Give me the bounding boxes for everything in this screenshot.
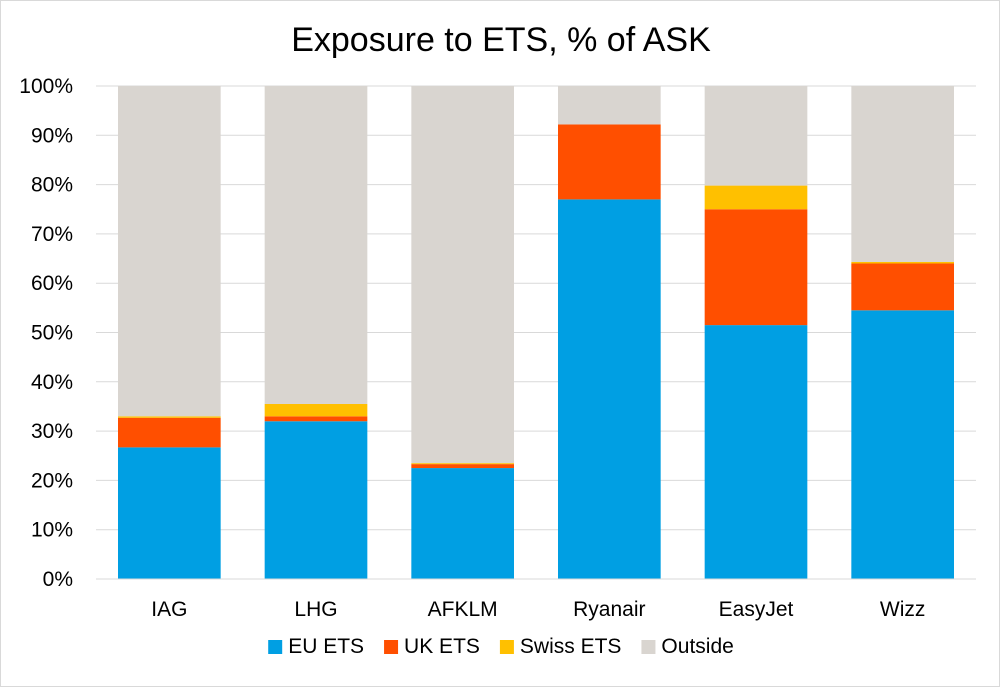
y-tick-label: 60% [31, 272, 73, 295]
bar-uk-ets-ryanair [558, 124, 661, 200]
bar-uk-ets-lhg [264, 416, 368, 422]
bar-eu-ets-lhg [264, 421, 368, 579]
bar-outside-easyjet [704, 86, 808, 186]
y-tick-label: 90% [31, 124, 73, 147]
bar-outside-iag [118, 86, 221, 417]
legend-swatch-eu-ets [268, 640, 283, 654]
bar-outside-wizz [851, 86, 954, 263]
y-tick-label: 10% [31, 519, 73, 542]
x-tick-label: Wizz [880, 598, 926, 621]
legend: EU ETS UK ETS Swiss ETS Outside [268, 635, 734, 658]
bar-swiss-ets-iag [118, 416, 221, 418]
grid-layer [96, 85, 976, 580]
bar-uk-ets-afklm [411, 464, 514, 469]
legend-swatch-outside [641, 640, 656, 654]
bar-uk-ets-wizz [851, 263, 954, 311]
x-tick-label: Ryanair [573, 598, 645, 621]
y-tick-label: 30% [31, 420, 73, 443]
legend-item-uk-ets: UK ETS [384, 635, 480, 658]
legend-label: Swiss ETS [520, 635, 622, 658]
chart-title: Exposure to ETS, % of ASK [291, 21, 711, 59]
bar-swiss-ets-easyjet [704, 185, 808, 210]
bar-uk-ets-iag [118, 417, 221, 448]
x-tick-label: LHG [294, 598, 337, 621]
legend-label: Outside [661, 635, 733, 658]
bar-swiss-ets-wizz [851, 262, 954, 264]
y-tick-label: 100% [19, 75, 73, 98]
y-tick-label: 50% [31, 322, 73, 345]
bar-outside-afklm [411, 86, 514, 464]
bar-outside-ryanair [558, 86, 661, 125]
legend-item-outside: Outside [641, 635, 734, 658]
y-tick-label: 80% [31, 174, 73, 197]
bar-outside-lhg [264, 86, 368, 404]
bar-eu-ets-iag [118, 447, 221, 579]
legend-swatch-swiss-ets [499, 640, 514, 654]
y-tick-label: 70% [31, 223, 73, 246]
legend-label: UK ETS [404, 635, 480, 658]
x-tick-label: AFKLM [428, 598, 498, 621]
legend-item-swiss-ets: Swiss ETS [499, 635, 622, 658]
bar-uk-ets-easyjet [704, 209, 808, 326]
bar-eu-ets-wizz [851, 310, 954, 579]
y-tick-label: 20% [31, 469, 73, 492]
bar-eu-ets-ryanair [558, 199, 661, 579]
bar-swiss-ets-lhg [264, 403, 368, 417]
x-tick-label: IAG [151, 598, 187, 621]
y-tick-label: 0% [43, 568, 73, 591]
bars-layer [118, 86, 954, 579]
bar-swiss-ets-afklm [411, 463, 514, 465]
legend-label: EU ETS [288, 635, 364, 658]
bar-eu-ets-afklm [411, 468, 514, 579]
legend-item-eu-ets: EU ETS [268, 635, 364, 658]
axis-layer: 0% 10% 20% 30% 40% 50% 60% 70% 80% 90% 100% IAG LHG A… [19, 75, 976, 621]
y-tick-label: 40% [31, 371, 73, 394]
x-tick-label: EasyJet [719, 598, 794, 621]
bar-eu-ets-easyjet [704, 325, 808, 579]
legend-swatch-uk-ets [384, 640, 399, 654]
